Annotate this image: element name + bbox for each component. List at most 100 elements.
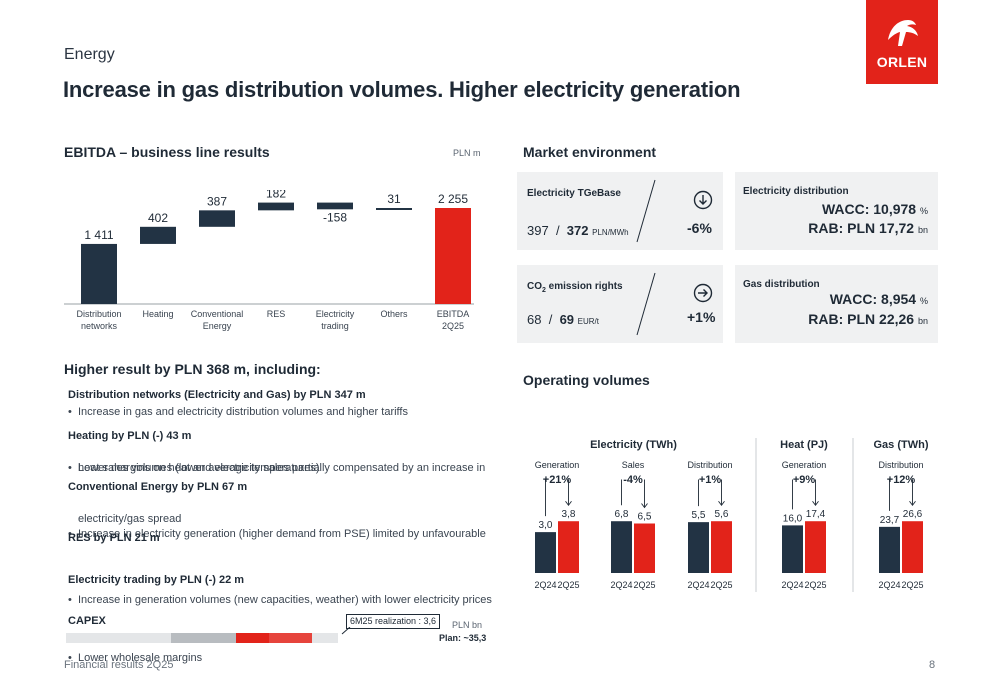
separator: / (555, 223, 560, 238)
volume-group-title: Heat (PJ) (780, 439, 828, 451)
card-values: 397 / 372 PLN/MWh (527, 223, 629, 238)
volume-value-label: 6,8 (615, 509, 629, 520)
change-bracket-right (912, 479, 913, 506)
rab-value: RAB: PLN 17,72 bn (808, 220, 928, 236)
logo-wordmark: ORLEN (876, 54, 928, 70)
result-title: Higher result by PLN 368 m, including: (64, 361, 321, 377)
rab-value: RAB: PLN 22,26 bn (808, 311, 928, 327)
capex-realization-callout: 6M25 realization : 3,6 (346, 614, 441, 629)
capex-segment (66, 633, 172, 643)
prev-value: 68 (527, 312, 542, 327)
volume-bar-2q25 (902, 521, 923, 573)
volume-bar-2q24 (611, 521, 632, 573)
result-item-line: heat sales volumes (lower average temper… (78, 462, 320, 474)
result-item-line: Lower margins on heat and electricity sa… (68, 461, 1000, 476)
volume-bar-2q24 (688, 522, 709, 573)
capex-segment (312, 633, 338, 643)
prev-value: 397 (527, 223, 549, 238)
volume-x-label: 2Q24 (534, 580, 556, 590)
capex-plan: Plan: ~35,3 (439, 633, 487, 643)
volume-bar-2q25 (634, 523, 655, 573)
volume-change-pct: +12% (887, 474, 916, 486)
market-title: Market environment (523, 144, 657, 160)
volume-value-label: 3,8 (562, 509, 576, 520)
volume-group-title: Gas (TWh) (874, 439, 929, 451)
volume-value-label: 3,0 (539, 520, 553, 531)
waterfall-category-label: 2Q25 (442, 321, 464, 331)
volume-x-label: 2Q24 (687, 580, 709, 590)
volume-change-pct: +1% (699, 474, 722, 486)
arrow-right-circle-icon (693, 283, 713, 303)
volume-bar-2q24 (782, 525, 803, 573)
waterfall-value-label: 402 (148, 211, 168, 225)
card-title: Electricity distribution (743, 186, 849, 197)
result-item-line: Increase in gas and electricity distribu… (68, 405, 1000, 420)
wacc-value: WACC: 10,978 % (821, 201, 928, 217)
capex-title: CAPEX (68, 615, 106, 627)
change-bracket-right (815, 479, 816, 506)
callout-leader (341, 627, 351, 635)
card-values: 68 / 69 EUR/t (527, 312, 599, 327)
change-arrowhead (565, 500, 572, 506)
volume-x-label: 2Q25 (557, 580, 579, 590)
waterfall-category-label: trading (321, 321, 349, 331)
capex-segment-label: 10,0 (352, 633, 368, 642)
page-title: Increase in gas distribution volumes. Hi… (63, 77, 741, 102)
volume-bar-2q25 (805, 521, 826, 573)
change-arrowhead (641, 503, 648, 509)
waterfall-category-label: Conventional (191, 309, 244, 319)
volume-value-label: 26,6 (903, 509, 923, 520)
volume-sub-label: Distribution (687, 460, 732, 470)
waterfall-category-label: Energy (203, 321, 232, 331)
volume-sub-label: Distribution (878, 460, 923, 470)
ebitda-waterfall-chart: 1 411 Distribution networks 402 Heating 387 Co… (64, 190, 474, 331)
volume-value-label: 5,5 (692, 510, 706, 521)
result-item-head: Distribution networks (Electricity and G… (68, 389, 366, 401)
volume-x-label: 2Q24 (781, 580, 803, 590)
ebitda-unit: PLN m (453, 148, 481, 158)
result-item-line: electricity/gas spread (78, 513, 182, 525)
change-bracket-right (644, 479, 645, 508)
volume-sub-label: Generation (535, 460, 580, 470)
volume-x-label: 2Q25 (901, 580, 923, 590)
volume-value-label: 17,4 (806, 509, 826, 520)
volume-x-label: 2Q25 (633, 580, 655, 590)
result-item-line: Increase in generation volumes (new capa… (68, 593, 1000, 608)
volume-sub-label: Generation (782, 460, 827, 470)
waterfall-bar (258, 202, 294, 211)
volume-bar-2q24 (879, 526, 900, 573)
change-bracket-right (568, 479, 569, 506)
unit: EUR/t (577, 317, 599, 326)
curr-value: 69 (559, 312, 575, 327)
change-bracket-left (792, 479, 793, 510)
change-arrowhead (909, 500, 916, 506)
card-title: Electricity TGeBase (527, 188, 621, 199)
waterfall-bar (317, 202, 353, 210)
change-bracket-right (721, 479, 722, 506)
volume-bar-2q25 (711, 521, 732, 573)
change-arrowhead (718, 500, 725, 506)
card-electricity-distribution: Electricity distribution WACC: 10,978 % … (735, 172, 938, 250)
section-label: Energy (64, 46, 115, 63)
change-bracket-left (698, 479, 699, 507)
divider-slash (636, 179, 656, 243)
volume-x-label: 2Q24 (878, 580, 900, 590)
volume-bar-2q25 (558, 521, 579, 573)
volume-sub-label: Sales (622, 460, 645, 470)
waterfall-category-label: RES (267, 309, 286, 319)
waterfall-value-label: 182 (266, 190, 286, 201)
volume-value-label: 16,0 (783, 513, 803, 524)
result-item-head: RES by PLN 21 m (68, 532, 160, 544)
arrow-down-circle-icon (693, 190, 713, 210)
capex-segment (171, 633, 237, 643)
volume-value-label: 5,6 (715, 509, 729, 520)
result-item-head: Electricity trading by PLN (-) 22 m (68, 574, 245, 586)
volume-value-label: 23,7 (880, 515, 900, 526)
unit: PLN/MWh (592, 228, 629, 237)
change-pct: +1% (687, 309, 716, 325)
waterfall-category-label: Electricity (316, 309, 355, 319)
volume-x-label: 2Q25 (804, 580, 826, 590)
result-item-head: Heating by PLN (-) 43 m (68, 430, 192, 442)
change-bracket-left (621, 479, 622, 506)
volume-change-pct: -4% (623, 474, 643, 486)
